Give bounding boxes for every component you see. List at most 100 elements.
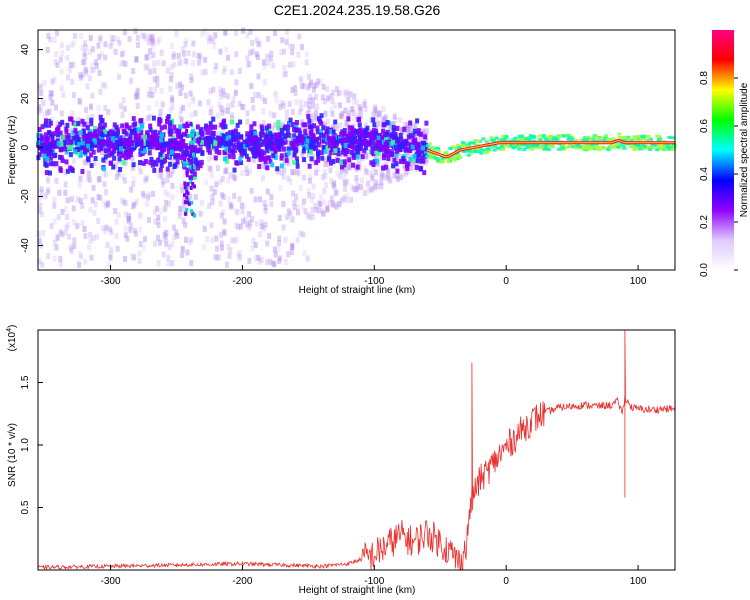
spectrogram-cell: [205, 235, 210, 242]
spectrogram-cell: [189, 112, 194, 119]
spectrogram-cell: [209, 222, 214, 229]
spectrogram-cell: [251, 156, 256, 163]
spectrogram-cell: [455, 157, 460, 161]
spectrogram-cell: [58, 56, 63, 63]
spectrogram-cell: [85, 125, 90, 131]
snr-x-tick-label: 100: [630, 576, 647, 587]
spectrogram-cell: [44, 144, 49, 150]
spectrogram-cell: [134, 55, 139, 62]
spectrogram-cell: [355, 144, 360, 150]
spectrogram-cell: [379, 154, 384, 161]
spectrogram-cell: [293, 90, 298, 97]
spectrogram-cell: [321, 83, 326, 90]
spectrogram-cell: [541, 134, 546, 138]
spectrogram-cell: [259, 256, 264, 263]
spectrogram-cell: [299, 105, 304, 112]
spectrogram-cell: [375, 160, 380, 167]
spectrogram-cell: [335, 170, 340, 177]
spectrogram-cell: [110, 39, 115, 46]
spectrogram-cell: [142, 236, 147, 243]
spectrogram-cell: [358, 127, 363, 133]
spectrogram-cell: [648, 137, 653, 141]
spectrogram-cell: [334, 142, 339, 148]
spectrogram-cell: [156, 157, 161, 163]
spectrogram-cell: [138, 241, 143, 248]
spectrogram-cell: [245, 131, 250, 137]
spectrogram-cell: [152, 159, 157, 165]
spectrogram-cell: [278, 185, 283, 192]
spectrogram-cell: [527, 138, 532, 142]
spectrogram-cell: [211, 86, 216, 93]
spectrogram-cell: [312, 145, 317, 151]
spectrogram-cell: [235, 135, 240, 141]
spectrogram-cell: [310, 213, 315, 220]
spectrogram-cell: [407, 129, 412, 136]
spectrogram-cell: [52, 153, 57, 159]
spectrogram-cell: [225, 107, 230, 114]
spectrogram-cell: [177, 59, 182, 66]
spectrogram-cell: [160, 181, 165, 188]
spectrogram-cell: [316, 149, 321, 155]
spectrogram-cell: [363, 122, 368, 129]
spectrogram-cell: [82, 135, 87, 141]
spectrogram-cell: [51, 144, 56, 150]
spectrogram-cell: [219, 240, 224, 247]
spectrogram-cell: [342, 124, 347, 131]
spectrogram-cell: [170, 103, 175, 110]
spectrogram-cell: [342, 132, 347, 138]
spectrogram-cell: [41, 100, 46, 107]
spectrogram-cell: [279, 127, 284, 133]
spectrogram-cell: [499, 145, 504, 149]
spectrogram-cell: [307, 163, 312, 169]
spectrogram-cell: [139, 141, 144, 147]
spectrogram-cell: [421, 128, 426, 135]
spectrogram-cell: [171, 145, 176, 151]
spectrogram-cell: [512, 145, 517, 149]
spectrogram-cell: [137, 258, 142, 265]
spectrogram-cell: [347, 137, 352, 143]
spectrogram-cell: [219, 212, 224, 219]
spectrogram-cell: [183, 41, 188, 48]
spectrogram-cell: [54, 51, 59, 58]
spectrogram-cell: [163, 189, 168, 196]
spectrogram-cell: [333, 119, 338, 125]
spectrogram-cell: [86, 175, 91, 182]
spectrogram-cell: [169, 71, 174, 78]
spectrogram-cell: [322, 145, 327, 151]
spectrogram-cell: [549, 143, 554, 147]
spectrogram-cell: [117, 73, 122, 80]
spectrogram-cell: [80, 45, 85, 52]
spectrogram-cell: [196, 137, 201, 143]
spectrogram-cell: [128, 226, 133, 233]
spectrogram-cell: [286, 175, 291, 182]
spectrogram-cell: [203, 136, 208, 142]
spectrogram-cell: [77, 141, 82, 147]
spectrogram-cell: [296, 51, 301, 58]
spectrogram-cell: [461, 143, 466, 147]
spectrogram-cell: [287, 100, 292, 107]
spectrogram-cell: [350, 138, 355, 144]
spectrogram-cell: [416, 130, 421, 136]
spectrogram-cell: [347, 157, 352, 163]
spectrogram-cell: [360, 177, 365, 184]
spectrogram-cell: [139, 145, 144, 151]
spectrogram-cell: [281, 102, 286, 109]
spectrogram-cell: [363, 165, 368, 172]
spectrogram-cell: [372, 106, 377, 113]
spectrogram-cell: [321, 133, 326, 139]
spectrogram-cell: [343, 185, 348, 192]
spectrogram-cell: [198, 163, 203, 169]
spectrogram-cell: [349, 132, 354, 138]
spectrogram-cell: [71, 157, 76, 164]
spectrogram-cell: [297, 109, 302, 116]
spectrogram-cell: [154, 144, 159, 150]
spectrogram-cell: [364, 152, 369, 159]
spectrogram-cell: [58, 121, 63, 127]
spectrogram-cell: [71, 135, 76, 141]
spectrogram-cell: [364, 168, 369, 175]
spectrogram-cell: [325, 204, 330, 211]
spectrogram-cell: [223, 168, 228, 175]
spectrogram-cell: [465, 149, 470, 153]
spectrogram-cell: [532, 135, 537, 139]
spectrogram-cell: [161, 251, 166, 258]
